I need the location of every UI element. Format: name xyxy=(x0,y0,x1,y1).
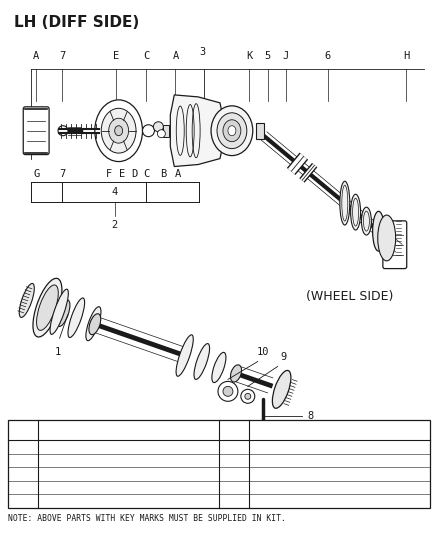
Text: A: A xyxy=(172,51,179,61)
Ellipse shape xyxy=(68,298,85,337)
Text: GREASE PACKAGE: GREASE PACKAGE xyxy=(254,470,327,479)
Text: J: J xyxy=(231,483,237,492)
Text: (WHEEL SIDE): (WHEEL SIDE) xyxy=(306,290,393,303)
Text: A: A xyxy=(20,442,25,451)
Text: 8: 8 xyxy=(307,411,314,421)
Circle shape xyxy=(58,126,68,136)
Bar xyxy=(163,125,170,136)
Text: 10: 10 xyxy=(257,346,269,357)
Text: LH (DIFF SIDE): LH (DIFF SIDE) xyxy=(14,14,140,30)
Text: F: F xyxy=(231,442,237,451)
Ellipse shape xyxy=(194,344,209,379)
Ellipse shape xyxy=(228,126,236,136)
Text: BAND, DAMPER: BAND, DAMPER xyxy=(254,497,317,505)
Ellipse shape xyxy=(33,278,62,337)
Ellipse shape xyxy=(36,285,58,330)
Text: KEY
MARK: KEY MARK xyxy=(14,421,32,440)
Ellipse shape xyxy=(101,108,136,153)
Ellipse shape xyxy=(361,207,371,235)
Circle shape xyxy=(153,122,163,132)
Text: BAND, BOOT: BAND, BOOT xyxy=(43,442,95,451)
Bar xyxy=(256,123,264,139)
FancyBboxPatch shape xyxy=(23,107,49,155)
FancyBboxPatch shape xyxy=(383,221,407,269)
Text: H: H xyxy=(231,470,237,479)
Text: J: J xyxy=(283,51,289,61)
Text: H: H xyxy=(403,51,409,61)
Text: 5: 5 xyxy=(265,51,271,61)
Text: B: B xyxy=(161,168,167,179)
Text: E: E xyxy=(119,168,126,179)
Ellipse shape xyxy=(340,181,350,225)
Text: K: K xyxy=(231,497,237,505)
Text: 3: 3 xyxy=(200,47,206,57)
Ellipse shape xyxy=(212,352,226,383)
Text: F: F xyxy=(106,168,113,179)
Bar xyxy=(8,420,430,508)
Text: BOOT (TJ): BOOT (TJ) xyxy=(43,456,90,465)
Ellipse shape xyxy=(272,370,291,408)
Text: C: C xyxy=(143,51,149,61)
Text: D: D xyxy=(20,483,25,492)
Text: 7: 7 xyxy=(59,51,65,61)
Text: 4: 4 xyxy=(111,188,118,197)
Text: BAND, BOOT: BAND, BOOT xyxy=(43,470,95,479)
Text: NOTE: ABOVE PARTS WITH KEY MARKS MUST BE SUPPLIED IN KIT.: NOTE: ABOVE PARTS WITH KEY MARKS MUST BE… xyxy=(8,514,286,523)
Text: B: B xyxy=(20,456,25,465)
Circle shape xyxy=(157,130,165,138)
Text: A: A xyxy=(174,168,181,179)
Circle shape xyxy=(245,393,251,399)
Text: 7: 7 xyxy=(59,168,65,179)
Text: SPIDER ASSY: SPIDER ASSY xyxy=(43,483,100,492)
Circle shape xyxy=(218,382,238,401)
Ellipse shape xyxy=(211,106,253,156)
Ellipse shape xyxy=(223,120,241,142)
Ellipse shape xyxy=(373,212,385,251)
Text: 6: 6 xyxy=(325,51,331,61)
Text: 2: 2 xyxy=(111,220,118,230)
Ellipse shape xyxy=(86,306,101,341)
Text: G: G xyxy=(231,456,237,465)
Ellipse shape xyxy=(217,113,247,149)
Ellipse shape xyxy=(351,194,360,230)
Text: KEY
MARK: KEY MARK xyxy=(225,421,243,440)
Text: E: E xyxy=(20,497,25,505)
Text: G: G xyxy=(33,168,39,179)
Text: SNAP RING: SNAP RING xyxy=(43,497,90,505)
Text: K: K xyxy=(246,51,253,61)
Circle shape xyxy=(241,389,255,403)
Ellipse shape xyxy=(378,215,396,261)
Ellipse shape xyxy=(115,126,123,136)
Text: GREASE PACKAGE: GREASE PACKAGE xyxy=(254,456,327,465)
Polygon shape xyxy=(170,95,226,166)
Text: PARTS NAME: PARTS NAME xyxy=(316,426,363,435)
Text: D: D xyxy=(131,168,137,179)
Ellipse shape xyxy=(109,118,129,143)
Text: PARTS NAME: PARTS NAME xyxy=(105,426,152,435)
Ellipse shape xyxy=(89,314,101,335)
Text: 9: 9 xyxy=(280,351,287,361)
Ellipse shape xyxy=(95,100,142,161)
Text: A: A xyxy=(33,51,39,61)
Text: C: C xyxy=(143,168,149,179)
Text: C: C xyxy=(20,470,25,479)
Ellipse shape xyxy=(57,300,70,327)
Text: TJ ASSY: TJ ASSY xyxy=(254,442,290,451)
Ellipse shape xyxy=(176,335,193,376)
Text: BOOT (BJ): BOOT (BJ) xyxy=(254,483,301,492)
Circle shape xyxy=(223,386,233,397)
Text: E: E xyxy=(113,51,119,61)
Ellipse shape xyxy=(230,365,241,382)
Text: 1: 1 xyxy=(55,347,61,357)
Ellipse shape xyxy=(50,289,68,334)
Circle shape xyxy=(142,125,155,136)
Ellipse shape xyxy=(19,284,34,318)
